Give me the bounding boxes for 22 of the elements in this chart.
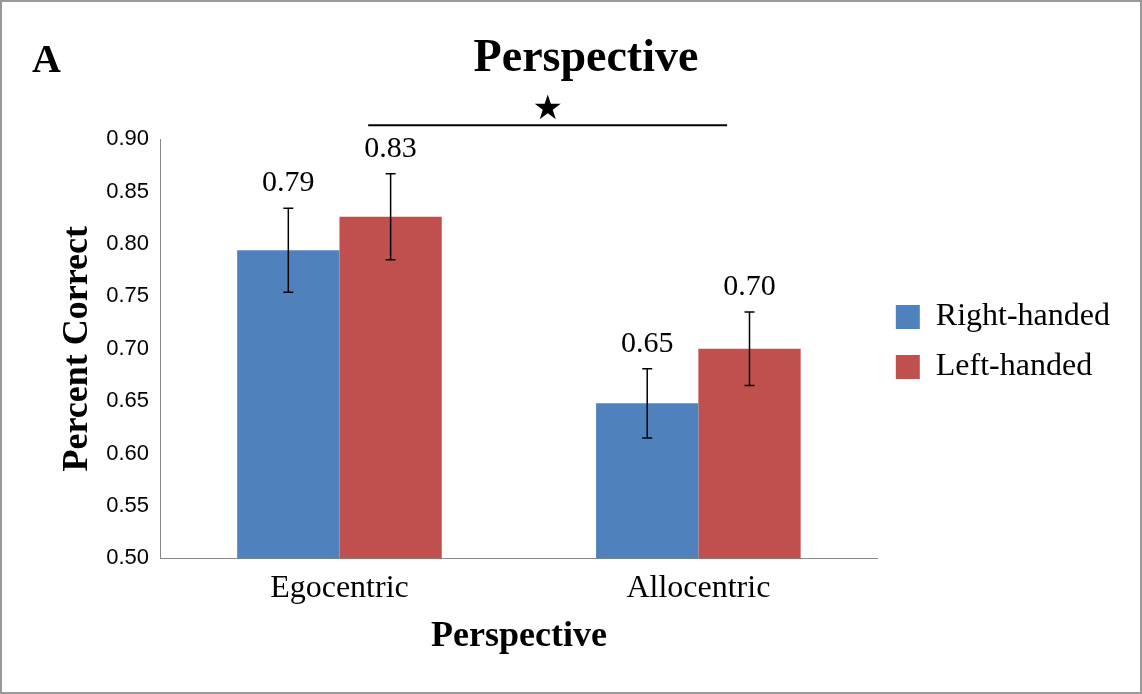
y-axis-title: Percent Correct: [54, 226, 95, 472]
chart-title: Perspective: [473, 30, 699, 82]
text: A: [32, 36, 61, 82]
y-tick-label: 0.70: [106, 334, 150, 360]
y-tick-label: 0.60: [106, 439, 150, 465]
legend-label: Left-handed: [935, 346, 1093, 383]
y-tick-label: 0.80: [106, 230, 150, 256]
data-label: 0.70: [723, 267, 776, 301]
text: ★: [532, 87, 563, 128]
y-tick-label: 0.55: [106, 492, 150, 518]
y-tick-label: 0.65: [106, 387, 150, 413]
x-tick-label: Allocentric: [626, 568, 771, 605]
y-tick-label: 0.50: [106, 544, 150, 570]
x-axis-title: Perspective: [430, 613, 607, 654]
y-tick-label: 0.75: [106, 282, 150, 308]
data-label: 0.83: [364, 129, 417, 163]
y-tick-label: 0.90: [106, 125, 150, 151]
y-tick-label: 0.85: [106, 177, 150, 203]
x-tick-label: Egocentric: [270, 568, 409, 605]
legend-label: Right-handed: [935, 296, 1110, 333]
data-label: 0.65: [620, 324, 674, 358]
data-label: 0.79: [262, 164, 315, 198]
